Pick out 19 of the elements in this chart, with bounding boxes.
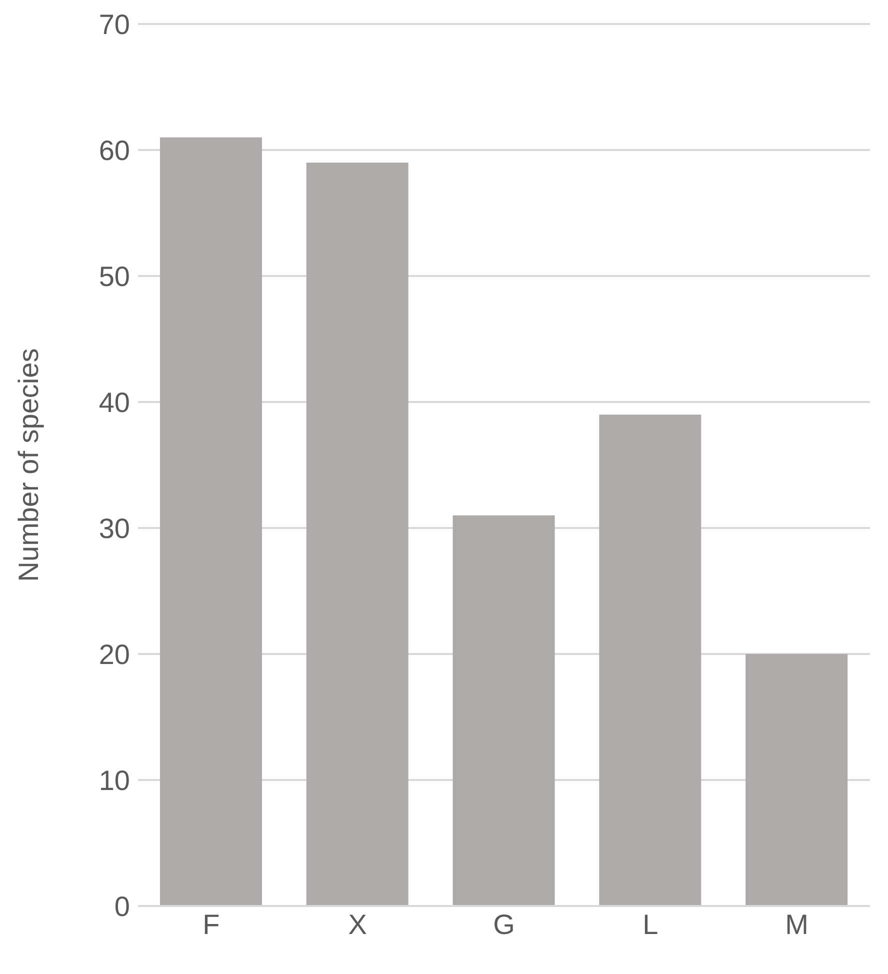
x-tick-label: G — [493, 908, 515, 940]
x-tick-label: M — [785, 908, 808, 940]
x-tick-label: F — [202, 908, 220, 940]
y-tick-label: 60 — [98, 134, 130, 166]
bar — [746, 654, 848, 906]
y-tick-label: 10 — [98, 764, 130, 796]
y-tick-label: 50 — [98, 260, 130, 292]
y-axis-title: Number of species — [12, 348, 44, 582]
x-tick-label: L — [642, 908, 658, 940]
y-tick-label: 30 — [98, 512, 130, 544]
bar — [599, 414, 702, 906]
bar — [160, 137, 262, 906]
bar — [306, 162, 408, 906]
y-tick-label: 20 — [98, 638, 130, 670]
y-tick-label: 0 — [114, 890, 130, 922]
y-tick-label: 70 — [98, 8, 130, 40]
y-tick-label: 40 — [98, 386, 130, 418]
x-tick-label: X — [348, 908, 368, 940]
bar — [452, 515, 555, 906]
